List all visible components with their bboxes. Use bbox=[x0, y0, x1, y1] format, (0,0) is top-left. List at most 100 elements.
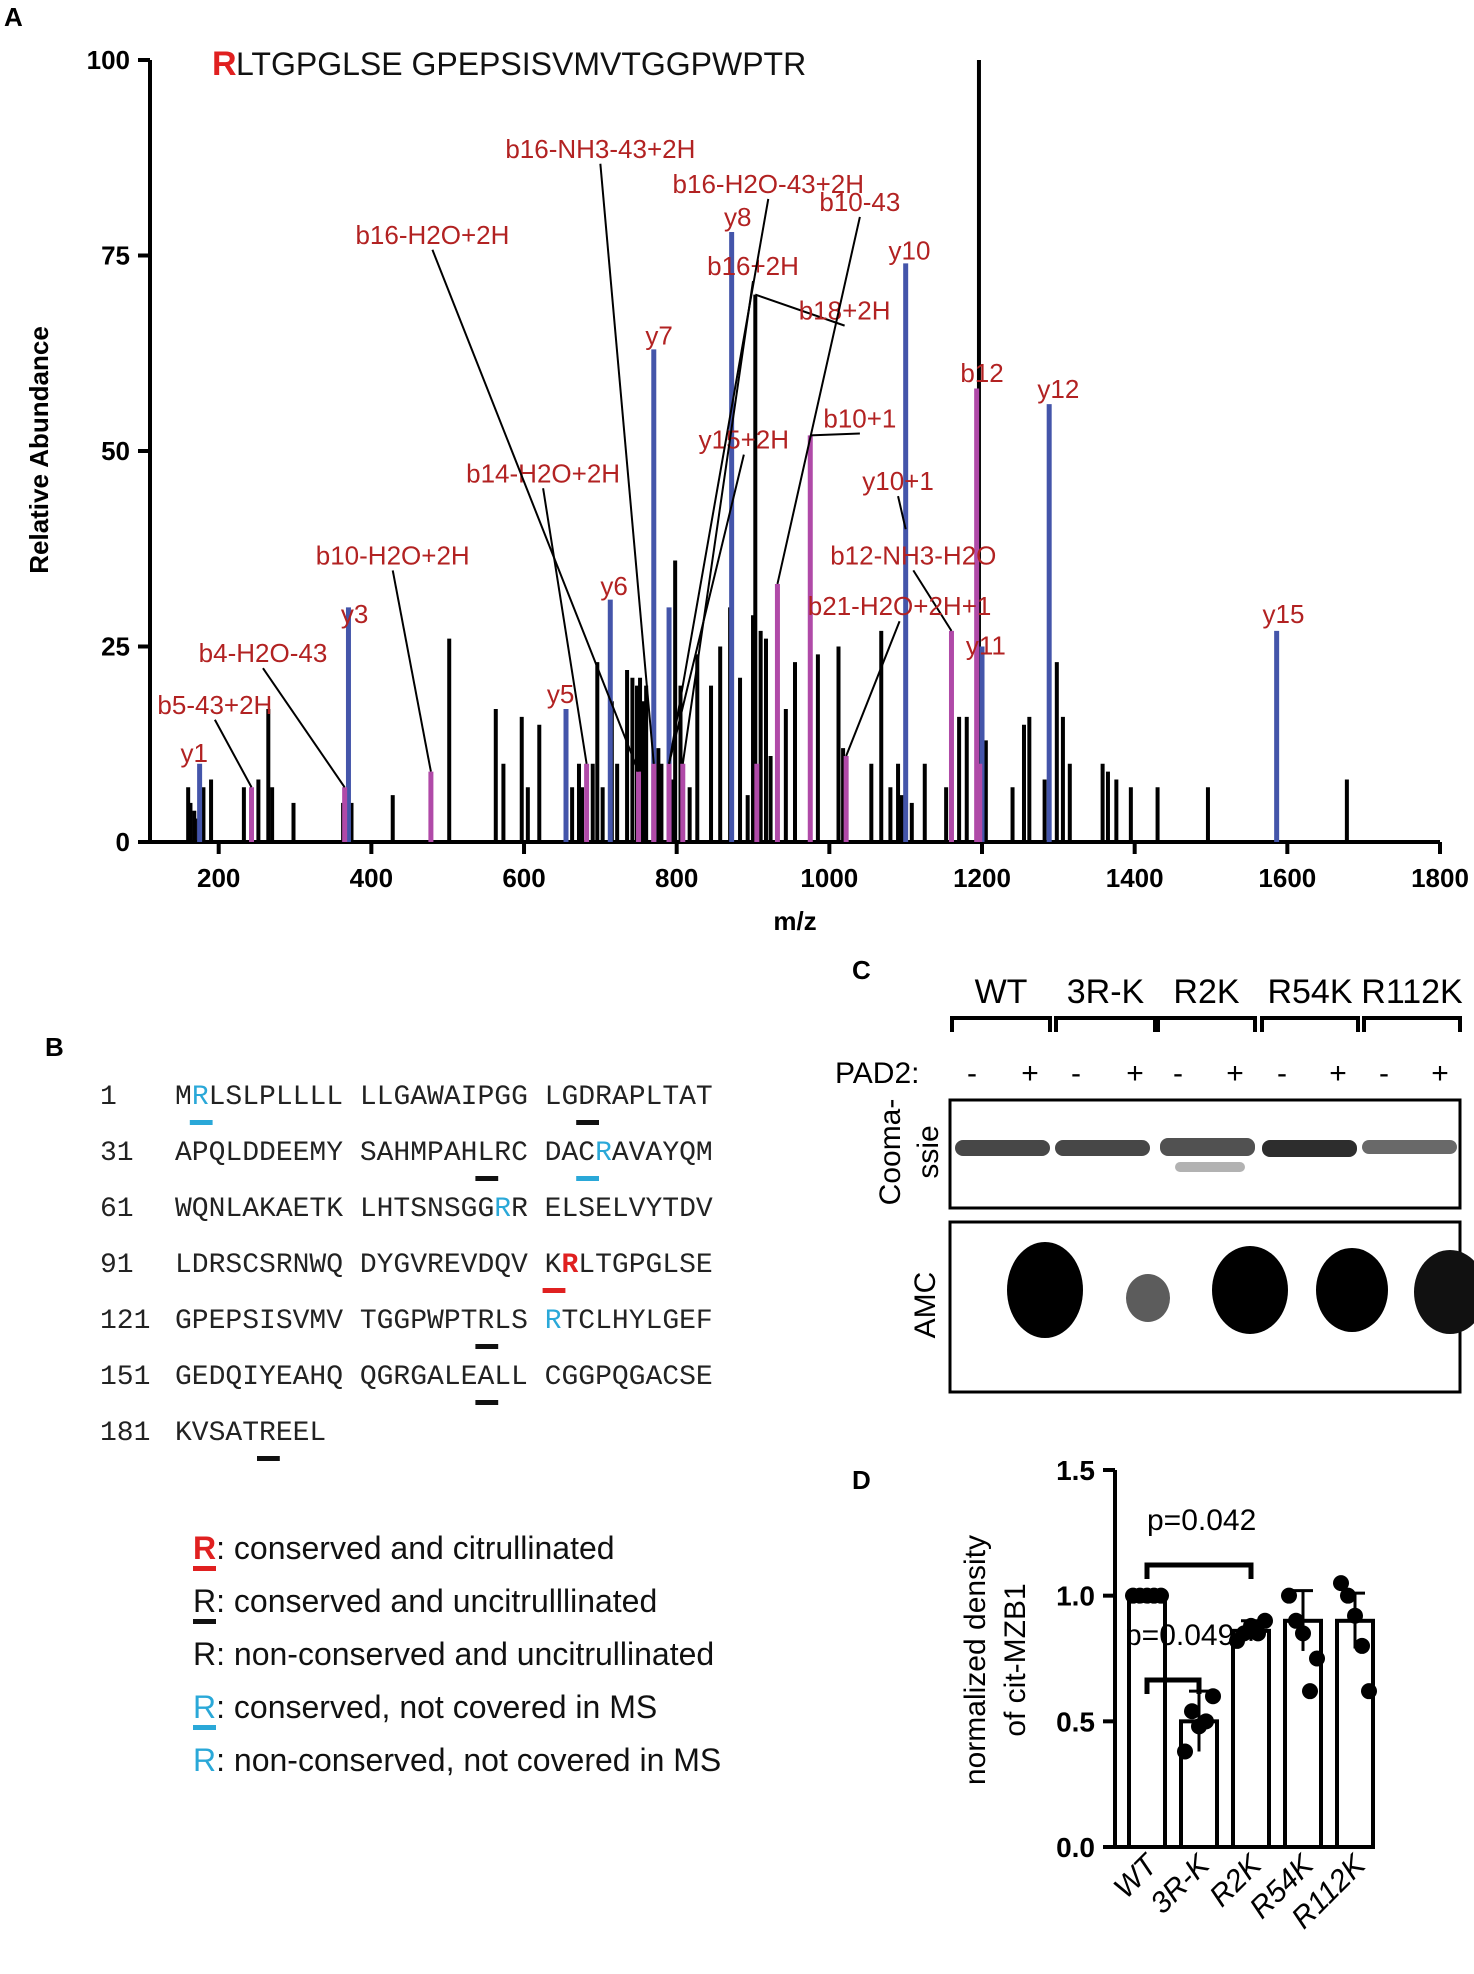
data-point bbox=[1257, 1612, 1273, 1629]
sequence-segment: EEL bbox=[275, 1418, 327, 1449]
legend-mark: R bbox=[193, 1636, 217, 1672]
sequence-position: 31 bbox=[100, 1138, 134, 1169]
data-point bbox=[1205, 1688, 1221, 1705]
sequence-segment: R bbox=[494, 1138, 512, 1169]
residue-not-covered: R bbox=[595, 1138, 612, 1169]
sequence-position: 151 bbox=[100, 1362, 151, 1393]
ion-label: b5-43+2H bbox=[157, 690, 272, 720]
panel-label-d: D bbox=[852, 1465, 871, 1495]
ion-label: b16-NH3-43+2H bbox=[505, 134, 695, 164]
legend-item: R: conserved and citrullinated bbox=[193, 1530, 615, 1571]
x-tick-label: 600 bbox=[502, 863, 545, 893]
pad2-minus: - bbox=[1071, 1057, 1081, 1090]
y-tick-label: 50 bbox=[101, 436, 130, 466]
coomassie-label-2: ssie bbox=[912, 1125, 945, 1178]
residue-underline bbox=[576, 1120, 599, 1125]
ion-label: y10+1 bbox=[862, 466, 934, 496]
annotation-leader bbox=[391, 570, 432, 772]
y-tick-label: 0.5 bbox=[1056, 1706, 1095, 1737]
sequence-segment: R bbox=[477, 1306, 495, 1337]
sequence-segment: R ELSELVYTDV bbox=[511, 1194, 713, 1225]
lane-bracket bbox=[1260, 1016, 1360, 1032]
annotation-leader bbox=[668, 198, 770, 764]
sequence-segment: LS bbox=[494, 1306, 545, 1337]
y-tick-label: 25 bbox=[101, 632, 130, 662]
ms-spectrum-chart: 0 25 50 75 100 200 400 600 800 1000 1200 1400 1600 1… bbox=[24, 45, 1469, 936]
ion-label: y3 bbox=[341, 599, 368, 629]
sequence-line: MRLSLPLLLL LLGAWAIPGG LGDRAPLTAT bbox=[175, 1082, 713, 1113]
sequence-segment: TCLHYLGEF bbox=[561, 1306, 713, 1337]
ion-label: b16-H2O-43+2H bbox=[673, 169, 865, 199]
bar bbox=[1335, 1618, 1375, 1850]
x-tick-label: 200 bbox=[197, 863, 240, 893]
sequence-position: 181 bbox=[100, 1418, 151, 1449]
data-point bbox=[1361, 1683, 1377, 1700]
ion-label: y15 bbox=[1263, 599, 1305, 629]
x-tick-label: 1400 bbox=[1106, 863, 1164, 893]
pad2-minus: - bbox=[1173, 1057, 1183, 1090]
y-tick-label: 0 bbox=[116, 827, 130, 857]
data-point bbox=[1153, 1587, 1169, 1604]
amc-label: AMC bbox=[909, 1272, 942, 1339]
sequence-line: GPEPSISVMV TGGPWPTRLS RTCLHYLGEF bbox=[175, 1306, 713, 1337]
annotation-leader bbox=[542, 488, 588, 764]
ion-label: b16+2H bbox=[707, 251, 799, 281]
sequence-position: 91 bbox=[100, 1250, 134, 1281]
sequence-segment: LSLPLLLL LLGAWAIPGG LGD bbox=[208, 1082, 596, 1113]
band bbox=[1262, 1140, 1357, 1157]
ion-label: b14-H2O+2H bbox=[466, 458, 620, 488]
coomassie-label-1: Cooma- bbox=[874, 1099, 907, 1206]
sequence-segment: APLTAT bbox=[611, 1082, 713, 1113]
lane-bracket bbox=[950, 1016, 1052, 1032]
panel-label-b: B bbox=[45, 1032, 64, 1062]
spectrum-title: LTGPGLSE GPEPSISVMVTGGPWPTR bbox=[236, 46, 806, 82]
ion-label: y1 bbox=[181, 738, 208, 768]
amc-band bbox=[1414, 1250, 1474, 1334]
data-point bbox=[1250, 1625, 1266, 1642]
legend-text: : non-conserved, not covered in MS bbox=[216, 1742, 722, 1778]
sequence-segment: R bbox=[259, 1418, 276, 1449]
x-tick-label: 1600 bbox=[1258, 863, 1316, 893]
sequence-line: GEDQIYEAHQ QGRGALEALL CGGPQGACSE bbox=[175, 1362, 713, 1393]
data-point bbox=[1340, 1587, 1356, 1604]
ion-label: b12 bbox=[960, 358, 1003, 388]
sequence-line: KVSATREEL bbox=[175, 1418, 326, 1449]
residue-citrullinated: R bbox=[561, 1250, 579, 1281]
y-tick-label: 0.0 bbox=[1056, 1832, 1095, 1863]
amc-band bbox=[1007, 1242, 1083, 1338]
western-blot: WT 3R-K R2K R54K R112K- + - + - + - + - + Cooma- ssie… bbox=[835, 973, 1474, 1394]
legend-mark: R bbox=[193, 1583, 217, 1624]
pad2-label: PAD2: bbox=[835, 1057, 919, 1090]
ion-label: y11 bbox=[966, 630, 1006, 660]
data-point bbox=[1347, 1607, 1363, 1624]
data-point bbox=[1198, 1713, 1214, 1730]
annotation-leader bbox=[214, 719, 253, 788]
sequence-segment: APQLDDEEMY SAHMPAHL bbox=[175, 1138, 495, 1169]
bar bbox=[1231, 1628, 1271, 1850]
sequence-line: APQLDDEEMY SAHMPAHLRC DACRAVAYQM bbox=[175, 1138, 713, 1169]
band bbox=[1160, 1138, 1255, 1156]
ion-label: y5 bbox=[547, 679, 574, 709]
ion-label: b10+1 bbox=[823, 404, 896, 434]
legend-text: : non-conserved and uncitrullinated bbox=[216, 1636, 715, 1672]
y-tick-label: 1.5 bbox=[1056, 1455, 1095, 1486]
sequence-segment: AVAYQM bbox=[611, 1138, 713, 1169]
ion-label: y10 bbox=[889, 235, 931, 265]
sequence-segment: M bbox=[175, 1082, 192, 1113]
legend-item: R: non-conserved, not covered in MS bbox=[193, 1742, 721, 1779]
pad2-plus: + bbox=[1329, 1057, 1347, 1090]
ion-label: b4-H2O-43 bbox=[199, 638, 328, 668]
sequence-line: WQNLAKAETK LHTSNSGGRR ELSELVYTDV bbox=[175, 1194, 713, 1225]
data-point bbox=[1184, 1703, 1200, 1720]
annotation-leader bbox=[776, 216, 861, 585]
spectrum-title-highlight: R bbox=[212, 45, 237, 83]
legend-mark: R bbox=[193, 1689, 217, 1730]
ion-label: b16-H2O+2H bbox=[355, 220, 509, 250]
sequence-segment: R bbox=[595, 1082, 612, 1113]
lane-bracket bbox=[1054, 1016, 1157, 1032]
annotation-leader bbox=[845, 620, 901, 757]
data-point bbox=[1288, 1612, 1304, 1629]
lane-bracket bbox=[1362, 1016, 1462, 1032]
ion-label: b12-NH3-H2O bbox=[830, 540, 996, 570]
